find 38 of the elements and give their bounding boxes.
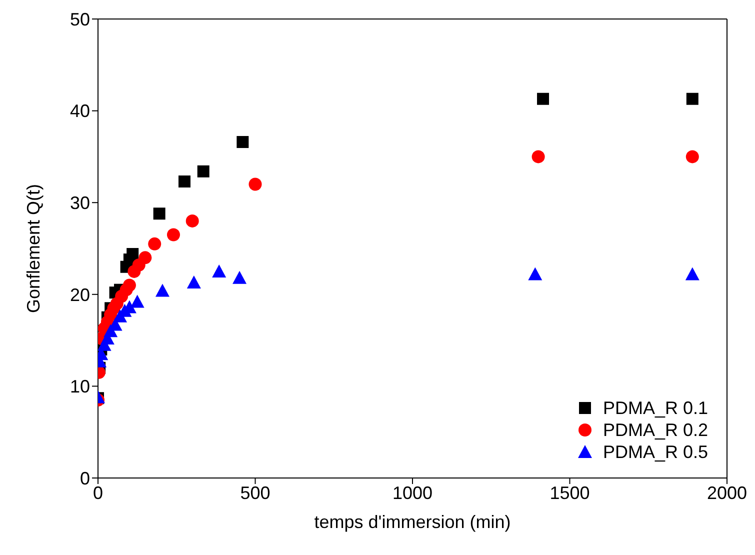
point bbox=[138, 251, 152, 264]
point bbox=[130, 294, 144, 308]
point bbox=[685, 267, 700, 280]
y-tick-label: 40 bbox=[70, 101, 90, 122]
y-tick-label: 20 bbox=[70, 284, 90, 305]
legend-label: PDMA_R 0.5 bbox=[602, 441, 708, 463]
point bbox=[153, 208, 166, 220]
point bbox=[212, 264, 226, 278]
y-tick-label: 0 bbox=[80, 468, 90, 488]
point bbox=[528, 267, 542, 280]
y-tick-label: 50 bbox=[70, 9, 90, 30]
x-tick-label: 500 bbox=[240, 482, 270, 503]
x-tick-label: 2000 bbox=[706, 482, 748, 503]
y-axis-title: Gonflement Q(t) bbox=[23, 184, 44, 314]
x-tick-label: 0 bbox=[92, 482, 104, 503]
point bbox=[248, 178, 262, 191]
point bbox=[197, 165, 210, 178]
point bbox=[178, 175, 190, 188]
x-axis-title: temps d'immersion (min) bbox=[314, 512, 511, 532]
y-tick-label: 10 bbox=[70, 376, 90, 397]
point bbox=[186, 214, 199, 228]
point bbox=[532, 150, 545, 164]
point bbox=[686, 92, 698, 105]
point bbox=[122, 278, 136, 292]
point bbox=[232, 270, 247, 284]
point bbox=[236, 136, 249, 148]
point bbox=[126, 248, 139, 260]
x-tick-label: 1000 bbox=[392, 482, 433, 503]
point bbox=[186, 275, 201, 288]
point bbox=[155, 284, 170, 297]
point bbox=[686, 150, 699, 164]
x-tick-label: 1500 bbox=[550, 482, 590, 503]
legend-label: PDMA_R 0.2 bbox=[602, 419, 708, 441]
point bbox=[537, 92, 550, 105]
legend-label: PDMA_R 0.1 bbox=[602, 397, 708, 419]
y-tick-label: 30 bbox=[70, 192, 90, 213]
point bbox=[148, 237, 162, 250]
point bbox=[166, 228, 180, 242]
